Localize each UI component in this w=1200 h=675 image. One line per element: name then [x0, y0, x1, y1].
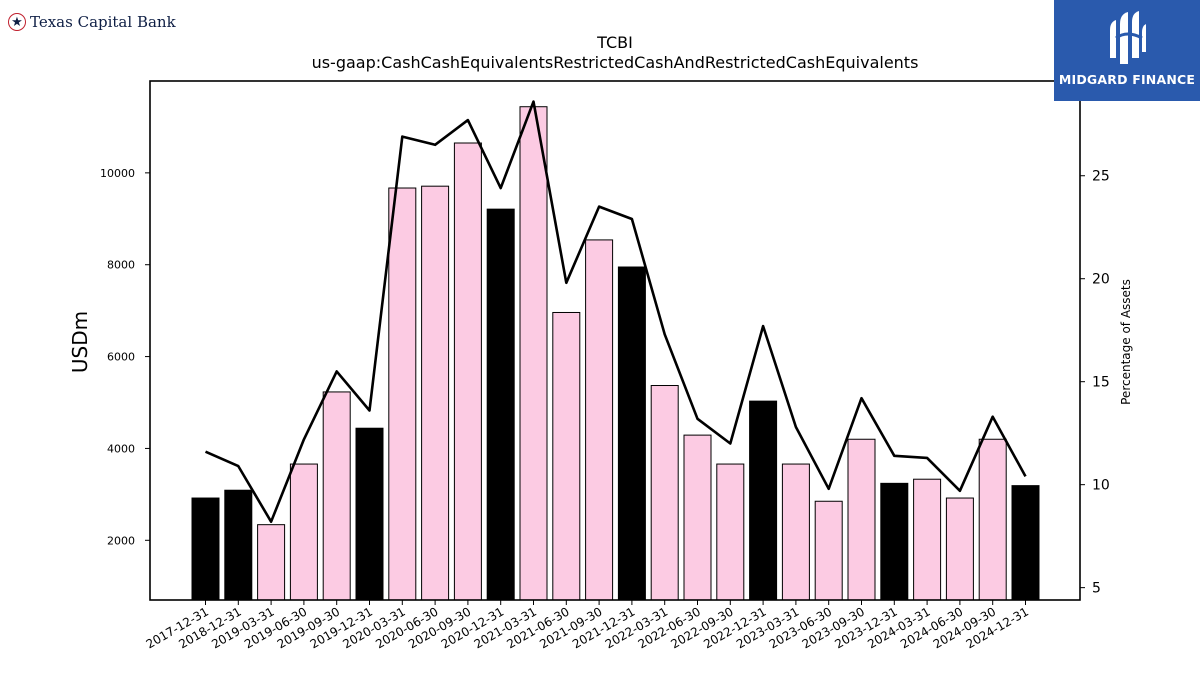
y-axis-ticks: 2000 4000 6000 8000 10000	[100, 167, 150, 547]
bar-2019-06-30	[289, 463, 318, 601]
bar-2019-12-31	[355, 427, 384, 601]
bar-2019-03-31	[257, 524, 286, 601]
y-tick-label: 4000	[107, 442, 135, 455]
bar-2021-06-30	[552, 311, 581, 601]
y-tick-label: 10000	[100, 167, 135, 180]
bar-2023-09-30	[847, 438, 876, 601]
y2-tick-label: 20	[1092, 272, 1110, 288]
bar-2023-12-31	[880, 482, 909, 601]
bar-2020-06-30	[421, 185, 450, 601]
midgard-finance-logo: MIDGARD FINANCE	[1054, 0, 1200, 101]
bar-2023-03-31	[781, 463, 810, 601]
y2-axis-ticks: 5 10 15 20 25	[1080, 169, 1110, 597]
bar-2021-09-30	[585, 239, 614, 601]
star-icon: ★	[8, 13, 26, 31]
texas-capital-bank-logo: ★ Texas Capital Bank	[8, 13, 176, 31]
bar-2022-06-30	[683, 434, 712, 601]
midgard-mark-icon	[1110, 11, 1146, 64]
bar-2021-12-31	[617, 266, 646, 601]
brand-right-name: MIDGARD FINANCE	[1058, 72, 1196, 87]
plot-frame	[149, 80, 1081, 601]
percentage-line	[204, 100, 1027, 524]
bar-series	[191, 106, 1040, 601]
bar-2021-03-31	[519, 106, 548, 601]
bar-2024-06-30	[945, 497, 974, 601]
chart-subtitle: us-gaap:CashCashEquivalentsRestrictedCas…	[312, 53, 919, 72]
y-tick-label: 2000	[107, 534, 135, 547]
y-axis-label: USDm	[68, 311, 92, 373]
bar-2020-12-31	[486, 208, 515, 601]
y2-tick-label: 25	[1092, 169, 1110, 185]
bar-2020-09-30	[453, 142, 482, 601]
bar-2024-03-31	[913, 478, 942, 601]
bar-2024-12-31	[1011, 485, 1040, 601]
bar-2024-09-30	[978, 438, 1007, 601]
chart-title: TCBI	[596, 33, 633, 52]
y2-tick-label: 10	[1092, 478, 1110, 494]
bar-2020-03-31	[388, 187, 417, 601]
bar-2023-06-30	[814, 500, 843, 601]
bar-2022-03-31	[650, 385, 679, 601]
y2-tick-label: 5	[1092, 581, 1101, 597]
y-tick-label: 6000	[107, 351, 135, 364]
bar-2018-12-31	[224, 489, 253, 601]
brand-left-name: Texas Capital Bank	[30, 13, 176, 31]
y2-axis-label: Percentage of Assets	[1119, 279, 1133, 405]
bar-2019-09-30	[322, 391, 351, 601]
y2-tick-label: 15	[1092, 375, 1110, 391]
bar-2017-12-31	[191, 497, 220, 601]
bar-2022-12-31	[749, 400, 778, 601]
bar-2022-09-30	[716, 463, 745, 601]
y-tick-label: 8000	[107, 259, 135, 272]
x-axis-ticks: 2017-12-312018-12-312019-03-312019-06-30…	[144, 600, 1031, 651]
